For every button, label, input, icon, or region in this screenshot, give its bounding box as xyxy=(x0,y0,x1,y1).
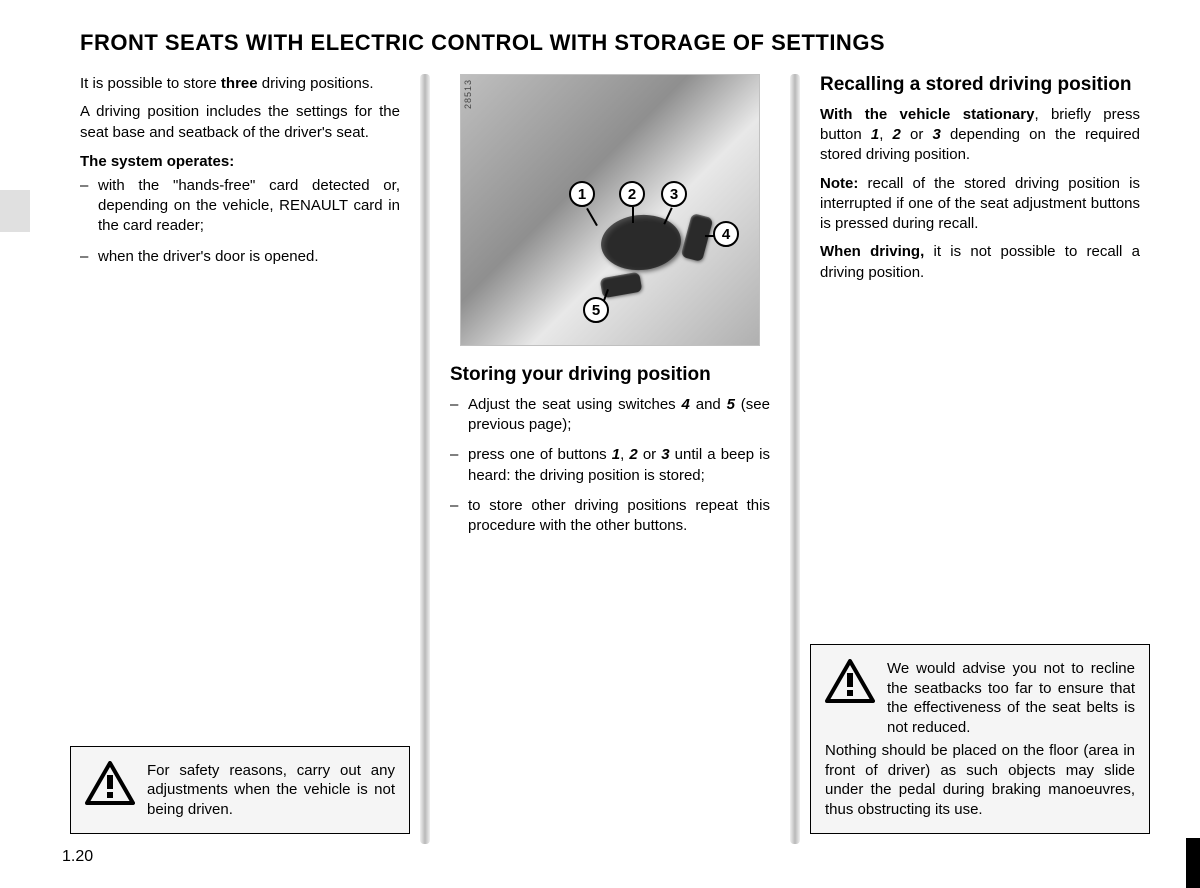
text: Adjust the seat using switches xyxy=(468,396,682,413)
floor-warning-text: Nothing should be placed on the floor (a… xyxy=(825,741,1135,819)
column-2: 28513 1 2 3 4 5 Storing your driving pos… xyxy=(430,74,790,844)
text: or xyxy=(901,126,933,143)
num-3: 3 xyxy=(661,446,669,463)
column-separator xyxy=(420,74,430,844)
bold-three: three xyxy=(221,75,258,92)
recall-para-1: With the vehicle stationary, briefly pre… xyxy=(820,105,1140,166)
page-number: 1.20 xyxy=(62,848,93,866)
num-3: 3 xyxy=(932,126,940,143)
system-operates-heading: The system operates: xyxy=(80,153,400,170)
storing-heading: Storing your driving position xyxy=(450,364,770,387)
recall-note: Note: recall of the stored driving posit… xyxy=(820,174,1140,235)
list-item: Adjust the seat using switches 4 and 5 (… xyxy=(450,395,770,436)
storing-list: Adjust the seat using switches 4 and 5 (… xyxy=(450,395,770,537)
intro-para-2: A driving position includes the settings… xyxy=(80,102,400,143)
image-id: 28513 xyxy=(463,79,473,109)
manual-page: FRONT SEATS WITH ELECTRIC CONTROL WITH S… xyxy=(0,0,1200,888)
safety-notice-box: For safety reasons, carry out any adjust… xyxy=(70,746,410,835)
crop-mark xyxy=(1186,838,1200,888)
num-1: 1 xyxy=(612,446,620,463)
list-item: press one of buttons 1, 2 or 3 until a b… xyxy=(450,445,770,486)
column-layout: It is possible to store three driving po… xyxy=(60,74,1160,844)
text: driving positions. xyxy=(258,75,374,92)
bold-when-driving: When driving, xyxy=(820,243,924,260)
column-separator xyxy=(790,74,800,844)
seat-controls-figure: 28513 1 2 3 4 5 xyxy=(460,74,760,346)
column-1: It is possible to store three driving po… xyxy=(60,74,420,844)
text: , xyxy=(879,126,892,143)
intro-para-1: It is possible to store three driving po… xyxy=(80,74,400,94)
memory-button-pad xyxy=(599,212,683,274)
safety-notice-text: For safety reasons, carry out any adjust… xyxy=(147,761,395,820)
leader-line xyxy=(586,208,598,226)
text: recall of the stored driving position is… xyxy=(820,175,1140,233)
text: and xyxy=(690,396,727,413)
num-4: 4 xyxy=(682,396,690,413)
bold-stationary: With the vehicle stationary xyxy=(820,106,1034,123)
num-2: 2 xyxy=(629,446,637,463)
warning-triangle-icon xyxy=(85,761,135,805)
list-item: to store other driving positions repeat … xyxy=(450,496,770,537)
list-item: with the "hands-free" card detected or, … xyxy=(80,176,400,237)
page-title: FRONT SEATS WITH ELECTRIC CONTROL WITH S… xyxy=(80,30,1160,56)
seatback-warning-text: We would advise you not to recline the s… xyxy=(887,659,1135,737)
text: It is possible to store xyxy=(80,75,221,92)
callout-1: 1 xyxy=(569,181,595,207)
list-item: when the driver's door is opened. xyxy=(80,247,400,267)
recalling-heading: Recalling a stored driving position xyxy=(820,74,1140,97)
num-5: 5 xyxy=(727,396,735,413)
seatback-notice-box: We would advise you not to recline the s… xyxy=(810,644,1150,834)
bold-note: Note: xyxy=(820,175,858,192)
text: press one of buttons xyxy=(468,446,612,463)
callout-5: 5 xyxy=(583,297,609,323)
system-operates-list: with the "hands-free" card detected or, … xyxy=(80,176,400,267)
callout-4: 4 xyxy=(713,221,739,247)
callout-3: 3 xyxy=(661,181,687,207)
leader-line xyxy=(632,207,634,223)
num-2: 2 xyxy=(893,126,901,143)
num-1: 1 xyxy=(871,126,879,143)
seat-switch-4 xyxy=(681,213,714,262)
callout-2: 2 xyxy=(619,181,645,207)
text: or xyxy=(638,446,662,463)
warning-triangle-icon xyxy=(825,659,875,703)
column-3: Recalling a stored driving position With… xyxy=(800,74,1160,844)
recall-when-driving: When driving, it is not possible to reca… xyxy=(820,242,1140,283)
text: , xyxy=(620,446,629,463)
